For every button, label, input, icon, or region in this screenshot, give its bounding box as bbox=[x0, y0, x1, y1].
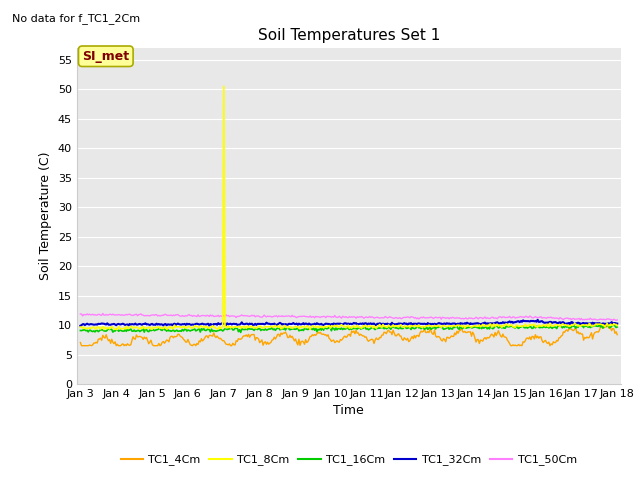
TC1_16Cm bbox=[237, 330, 244, 336]
TC1_8Cm bbox=[613, 323, 621, 328]
TC1_8Cm bbox=[77, 324, 84, 330]
TC1_8Cm bbox=[379, 322, 387, 327]
TC1_16Cm bbox=[604, 321, 611, 326]
Text: No data for f_TC1_2Cm: No data for f_TC1_2Cm bbox=[12, 13, 140, 24]
TC1_16Cm bbox=[77, 328, 84, 334]
Line: TC1_16Cm: TC1_16Cm bbox=[81, 324, 617, 333]
TC1_50Cm bbox=[612, 317, 620, 323]
Text: SI_met: SI_met bbox=[82, 50, 129, 63]
X-axis label: Time: Time bbox=[333, 405, 364, 418]
TC1_32Cm bbox=[471, 321, 479, 326]
TC1_50Cm bbox=[613, 317, 621, 323]
TC1_4Cm bbox=[565, 326, 573, 332]
Line: TC1_8Cm: TC1_8Cm bbox=[81, 86, 617, 330]
TC1_50Cm bbox=[99, 311, 107, 316]
TC1_8Cm bbox=[305, 324, 313, 330]
TC1_8Cm bbox=[220, 84, 228, 89]
TC1_32Cm bbox=[77, 323, 84, 329]
TC1_32Cm bbox=[534, 317, 541, 323]
TC1_8Cm bbox=[246, 324, 253, 330]
TC1_32Cm bbox=[565, 320, 573, 326]
TC1_50Cm bbox=[404, 314, 412, 320]
TC1_4Cm bbox=[304, 339, 312, 345]
TC1_16Cm bbox=[244, 325, 252, 331]
TC1_50Cm bbox=[378, 315, 386, 321]
Legend: TC1_4Cm, TC1_8Cm, TC1_16Cm, TC1_32Cm, TC1_50Cm: TC1_4Cm, TC1_8Cm, TC1_16Cm, TC1_32Cm, TC… bbox=[116, 450, 582, 470]
TC1_4Cm bbox=[404, 336, 412, 341]
TC1_16Cm bbox=[378, 325, 386, 331]
TC1_50Cm bbox=[77, 311, 84, 317]
TC1_8Cm bbox=[100, 327, 108, 333]
TC1_4Cm bbox=[244, 332, 252, 337]
TC1_16Cm bbox=[565, 325, 573, 331]
Title: Soil Temperatures Set 1: Soil Temperatures Set 1 bbox=[258, 28, 440, 43]
TC1_50Cm bbox=[565, 316, 573, 322]
Line: TC1_50Cm: TC1_50Cm bbox=[81, 313, 617, 320]
TC1_8Cm bbox=[405, 324, 413, 329]
TC1_4Cm bbox=[77, 343, 85, 348]
TC1_50Cm bbox=[244, 313, 252, 319]
TC1_32Cm bbox=[303, 321, 310, 327]
TC1_32Cm bbox=[244, 321, 252, 326]
TC1_8Cm bbox=[474, 324, 481, 329]
TC1_50Cm bbox=[304, 314, 312, 320]
TC1_16Cm bbox=[472, 324, 480, 329]
TC1_4Cm bbox=[77, 340, 84, 346]
TC1_32Cm bbox=[403, 321, 410, 326]
Y-axis label: Soil Temperature (C): Soil Temperature (C) bbox=[39, 152, 52, 280]
TC1_16Cm bbox=[404, 325, 412, 331]
TC1_4Cm bbox=[613, 332, 621, 337]
TC1_32Cm bbox=[377, 321, 385, 326]
TC1_4Cm bbox=[378, 332, 386, 338]
TC1_16Cm bbox=[304, 327, 312, 333]
TC1_50Cm bbox=[472, 314, 480, 320]
TC1_4Cm bbox=[604, 323, 611, 329]
TC1_16Cm bbox=[613, 324, 621, 330]
Line: TC1_32Cm: TC1_32Cm bbox=[81, 320, 617, 326]
TC1_32Cm bbox=[613, 321, 621, 326]
TC1_8Cm bbox=[566, 323, 574, 328]
TC1_4Cm bbox=[472, 339, 480, 345]
Line: TC1_4Cm: TC1_4Cm bbox=[81, 326, 617, 346]
